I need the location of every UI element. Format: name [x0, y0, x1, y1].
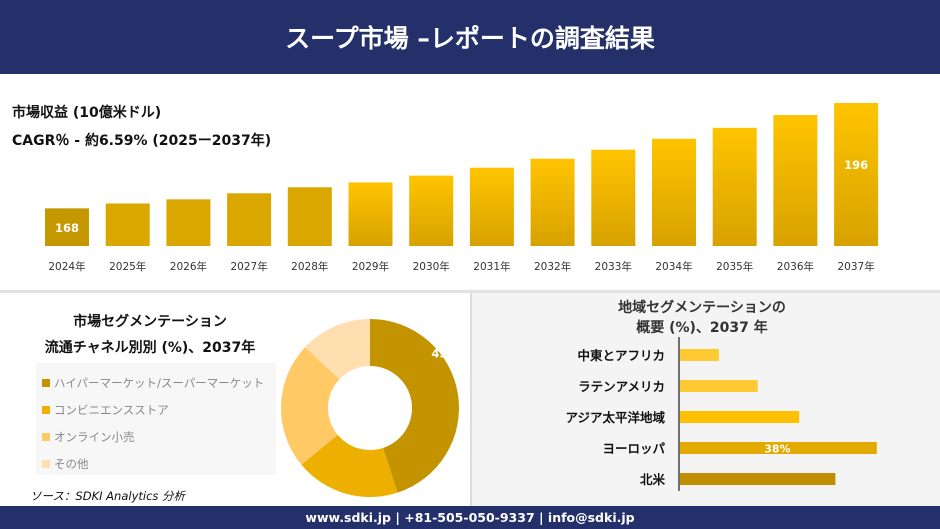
revenue-bar	[773, 115, 818, 246]
channel-legend: ハイパーマーケット/スーパーマーケット コンビニエンスストア オンライン小売 その他	[36, 363, 276, 475]
x-tick-label: 2025年	[109, 260, 146, 273]
page-title: スープ市場 –レポートの調査結果	[285, 24, 655, 53]
revenue-bar	[469, 167, 514, 246]
x-tick-label: 2034年	[655, 260, 692, 273]
legend-swatch	[42, 405, 50, 414]
donut-slice	[281, 347, 340, 465]
revenue-bar	[45, 208, 89, 246]
x-tick-label: 2024年	[48, 260, 85, 273]
donut-slice	[370, 319, 459, 493]
data-label: 196	[844, 158, 868, 172]
donut-slice	[305, 319, 370, 380]
x-tick-label: 2035年	[716, 260, 753, 273]
region-subtitle: 概要 (%)、2037 年	[636, 320, 768, 336]
x-tick-label: 2027年	[230, 260, 267, 273]
legend-label: コンビニエンスストア	[54, 402, 169, 417]
legend-label: ハイパーマーケット/スーパーマーケット	[54, 375, 265, 390]
region-label: ヨーロッパ	[602, 441, 665, 456]
region-bar	[680, 473, 836, 485]
footer: www.sdki.jp | +81-505-050-9337 | info@sd…	[0, 506, 940, 529]
revenue-bar	[287, 187, 332, 246]
revenue-panel: 市場収益 (10億米ドル) CAGR％ - 約6.59% (2025ー2037年…	[0, 74, 940, 290]
x-tick-label: 2036年	[777, 260, 814, 273]
x-tick-label: 2026年	[170, 260, 207, 273]
legend-label: オンライン小売	[54, 429, 135, 444]
legend-item: コンビニエンスストア	[42, 396, 276, 423]
region-label: ラテンアメリカ	[578, 379, 665, 394]
data-label: 168	[55, 221, 79, 235]
revenue-bar	[591, 149, 636, 246]
legend-item: ハイパーマーケット/スーパーマーケット	[42, 369, 276, 396]
revenue-bar-chart: 2024年 168 2025年 2026年 2027年 2028年 2029年 2030年 20…	[45, 103, 879, 273]
region-label: アジア太平洋地域	[565, 410, 665, 425]
legend-item: その他	[42, 450, 276, 477]
legend-swatch	[42, 378, 50, 387]
x-tick-label: 2032年	[534, 260, 571, 273]
channel-panel: 市場セグメンテーション 流通チャネル別別 (%)、2037年 ハイパーマーケット…	[0, 293, 470, 506]
revenue-bar	[409, 175, 454, 246]
source-note: ソース：SDKI Analytics 分析	[30, 489, 186, 503]
revenue-bar	[348, 182, 393, 246]
divider	[0, 290, 940, 293]
revenue-bar	[166, 199, 211, 246]
x-tick-label: 2031年	[473, 260, 510, 273]
donut-slice	[301, 434, 398, 497]
region-bar	[680, 442, 877, 454]
legend-item: オンライン小売	[42, 423, 276, 450]
revenue-bar	[834, 103, 879, 246]
legend-swatch	[42, 459, 50, 468]
x-tick-label: 2037年	[837, 260, 874, 273]
region-bar	[680, 380, 758, 392]
revenue-bar	[530, 158, 575, 246]
region-label: 北米	[640, 472, 666, 487]
data-label: 45%	[431, 347, 459, 361]
revenue-title: 市場収益 (10億米ドル)	[12, 105, 162, 121]
x-tick-label: 2033年	[595, 260, 632, 273]
revenue-bar	[105, 203, 150, 246]
region-panel: 地域セグメンテーションの 概要 (%)、2037 年 中東とアフリカ ラテンアメリ…	[470, 293, 940, 506]
revenue-bar	[652, 138, 696, 246]
channel-title: 市場セグメンテーション	[73, 314, 227, 330]
x-tick-label: 2029年	[352, 260, 389, 273]
channel-donut-chart: 45%	[281, 319, 459, 497]
legend-swatch	[42, 432, 50, 441]
x-tick-label: 2028年	[291, 260, 328, 273]
region-bar	[680, 349, 719, 361]
x-tick-label: 2030年	[413, 260, 450, 273]
revenue-bar	[227, 193, 272, 246]
region-bar	[680, 411, 800, 423]
region-title: 地域セグメンテーションの	[618, 300, 786, 316]
contact-info: www.sdki.jp | +81-505-050-9337 | info@sd…	[305, 510, 635, 525]
legend-label: その他	[54, 456, 89, 471]
revenue-bar	[712, 127, 757, 246]
region-label: 中東とアフリカ	[577, 348, 665, 363]
header-banner: スープ市場 –レポートの調査結果	[0, 0, 940, 74]
channel-subtitle: 流通チャネル別別 (%)、2037年	[44, 340, 256, 356]
cagr-text: CAGR％ - 約6.59% (2025ー2037年)	[12, 133, 272, 149]
data-label: 38%	[764, 443, 790, 456]
